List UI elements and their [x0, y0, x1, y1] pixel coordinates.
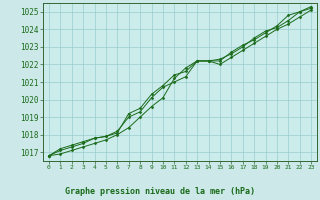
Text: Graphe pression niveau de la mer (hPa): Graphe pression niveau de la mer (hPa) [65, 187, 255, 196]
